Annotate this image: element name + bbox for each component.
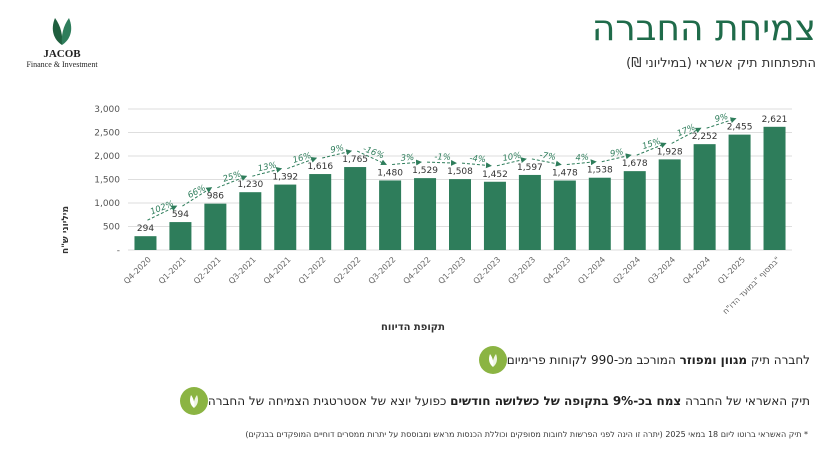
bar bbox=[693, 144, 716, 250]
x-tick-label: Q3-2022 bbox=[367, 255, 398, 286]
leaf-logo-icon bbox=[52, 18, 72, 45]
x-tick-label: Q3-2023 bbox=[506, 255, 537, 286]
y-axis-label: מיליוני ש"ח bbox=[61, 206, 71, 254]
page-subtitle: התפתחות תיק אשראי (במיליוני ₪) bbox=[626, 56, 816, 71]
y-tick-label: 1,000 bbox=[94, 199, 120, 209]
data-label: 2,621 bbox=[762, 115, 788, 125]
bar bbox=[204, 203, 227, 250]
y-tick-label: 2,000 bbox=[94, 152, 120, 162]
y-tick-label: 1,500 bbox=[94, 176, 120, 186]
x-tick-label: Q1-2023 bbox=[437, 255, 468, 286]
bullet-portfolio-growth: תיק האשראי של החברה צמח בכ-9% בתקופה של … bbox=[170, 387, 810, 415]
x-tick-label: במסוף "במועד הדו"ח" bbox=[721, 255, 782, 316]
data-label: 1,529 bbox=[412, 166, 438, 176]
bar bbox=[134, 236, 157, 250]
data-label: 1,478 bbox=[552, 169, 578, 179]
data-label: 1,597 bbox=[517, 163, 543, 173]
data-label: 2,252 bbox=[692, 132, 718, 142]
growth-label: 4% bbox=[575, 153, 589, 164]
growth-label: 9% bbox=[609, 147, 624, 159]
x-tick-label: Q3-2024 bbox=[646, 255, 677, 286]
x-tick-label: Q1-2025 bbox=[716, 255, 747, 286]
page-title: צמיחת החברה bbox=[591, 8, 816, 49]
bullet-portfolio-diversity: לחברה תיק מגוון ומפוזר המורכב מכ-990 לקו… bbox=[469, 346, 810, 374]
x-tick-label: Q1-2022 bbox=[297, 255, 328, 286]
logo: JACOB Finance & Investment bbox=[14, 12, 110, 70]
growth-label: 66% bbox=[186, 183, 207, 201]
growth-arrow bbox=[217, 175, 248, 189]
growth-arrow bbox=[706, 117, 737, 129]
bar bbox=[414, 178, 437, 250]
bar bbox=[553, 180, 576, 250]
bar bbox=[483, 181, 506, 250]
data-label: 1,480 bbox=[377, 168, 403, 178]
growth-arrow bbox=[147, 205, 178, 221]
bar bbox=[344, 167, 367, 250]
x-tick-label: Q4-2021 bbox=[262, 255, 293, 286]
data-label: 986 bbox=[207, 192, 224, 202]
data-label: 1,538 bbox=[587, 166, 613, 176]
y-tick-label: 500 bbox=[103, 223, 120, 233]
x-tick-label: Q2-2022 bbox=[332, 255, 363, 286]
leaf-bullet-icon bbox=[478, 346, 507, 374]
bar bbox=[309, 174, 332, 250]
data-label: 1,230 bbox=[237, 180, 263, 190]
y-tick-label: - bbox=[117, 246, 120, 256]
bullet-text: לחברה תיק מגוון ומפוזר המורכב מכ-990 לקו… bbox=[506, 353, 810, 367]
growth-arrow bbox=[287, 156, 318, 170]
x-tick-label: Q4-2024 bbox=[681, 255, 712, 286]
x-tick-label: Q2-2024 bbox=[611, 255, 642, 286]
growth-label: -7% bbox=[539, 151, 557, 163]
bar bbox=[728, 134, 751, 250]
data-label: 1,392 bbox=[272, 173, 298, 183]
growth-label: -1% bbox=[434, 152, 451, 162]
growth-label: 13% bbox=[257, 161, 278, 175]
bar bbox=[763, 126, 786, 250]
growth-arrow bbox=[671, 127, 702, 144]
x-tick-label: Q4-2023 bbox=[541, 255, 572, 286]
growth-label: 10% bbox=[502, 151, 522, 164]
growth-arrow bbox=[182, 187, 213, 207]
data-label: 1,678 bbox=[622, 159, 648, 169]
bullet-text: תיק האשראי של החברה צמח בכ-9% בתקופה של … bbox=[207, 394, 810, 408]
growth-label: 3% bbox=[400, 153, 414, 164]
data-label: 1,616 bbox=[307, 162, 333, 172]
bar bbox=[518, 174, 541, 250]
data-label: 1,928 bbox=[657, 147, 683, 157]
data-label: 2,455 bbox=[727, 123, 753, 133]
y-tick-label: 2,500 bbox=[94, 129, 120, 139]
y-tick-label: 3,000 bbox=[94, 105, 120, 115]
data-label: 294 bbox=[137, 224, 154, 234]
bar bbox=[379, 180, 402, 250]
footnote: * תיק האשראי ברוטו ליום 18 במאי 2025 (ית… bbox=[245, 430, 808, 439]
data-label: 1,508 bbox=[447, 167, 473, 177]
bar bbox=[588, 177, 611, 250]
growth-arrow bbox=[356, 150, 388, 166]
growth-label: -4% bbox=[469, 154, 486, 165]
bar bbox=[239, 192, 262, 250]
bar bbox=[169, 222, 192, 250]
logo-tagline: Finance & Investment bbox=[26, 60, 98, 69]
bar bbox=[623, 171, 646, 250]
growth-label: 9% bbox=[330, 143, 345, 155]
data-label: 1,765 bbox=[342, 155, 368, 165]
bar bbox=[274, 184, 297, 250]
x-tick-label: Q4-2020 bbox=[122, 255, 153, 286]
x-tick-label: Q2-2023 bbox=[472, 255, 503, 286]
x-tick-label: Q1-2021 bbox=[157, 255, 188, 286]
x-tick-label: Q2-2021 bbox=[192, 255, 223, 286]
bar bbox=[449, 179, 471, 250]
logo-name: JACOB bbox=[43, 48, 81, 60]
bar bbox=[658, 159, 681, 250]
growth-arrow bbox=[636, 142, 667, 156]
leaf-bullet-icon bbox=[179, 387, 208, 415]
data-label: 1,452 bbox=[482, 170, 508, 180]
data-label: 594 bbox=[172, 210, 189, 220]
x-tick-label: Q4-2022 bbox=[402, 255, 433, 286]
x-tick-label: Q1-2024 bbox=[576, 255, 607, 286]
x-axis-label: תקופת הדיווח bbox=[381, 322, 445, 333]
x-tick-label: Q3-2021 bbox=[227, 255, 258, 286]
growth-label: 9% bbox=[714, 112, 730, 125]
